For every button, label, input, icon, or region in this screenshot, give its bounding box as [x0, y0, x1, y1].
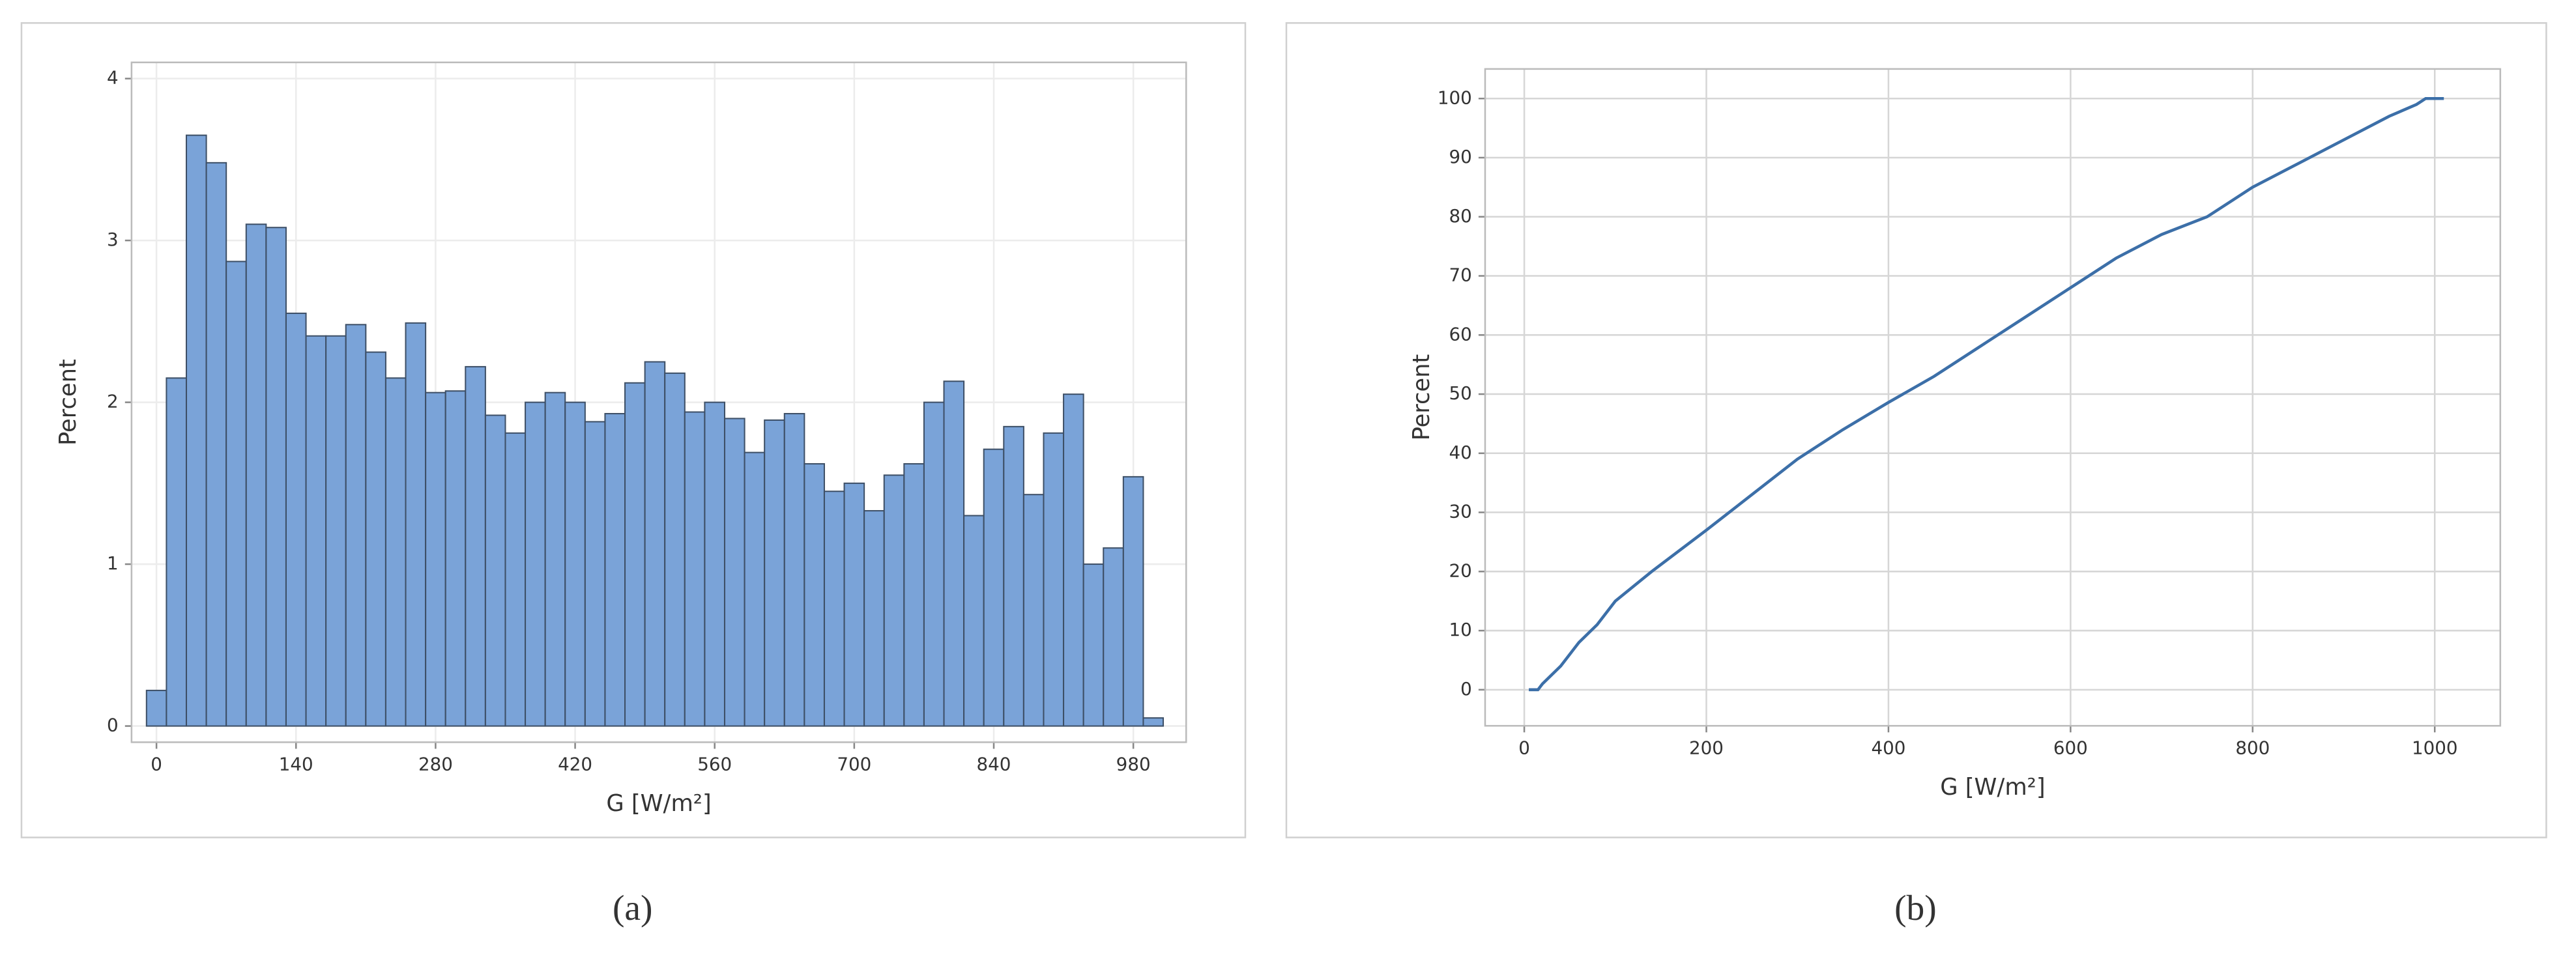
- bar: [883, 474, 905, 727]
- y-tick-label: 70: [1449, 264, 1472, 286]
- bar: [265, 227, 287, 727]
- y-tick-label: 100: [1438, 87, 1472, 108]
- y-tick-label: 10: [1449, 619, 1472, 640]
- bar: [564, 401, 586, 727]
- bar: [843, 482, 865, 727]
- y-tick-label: 0: [107, 715, 119, 736]
- bar: [245, 223, 267, 727]
- x-tick-label: 980: [1116, 754, 1151, 775]
- x-tick-label: 200: [1689, 737, 1724, 758]
- bar: [1063, 393, 1084, 727]
- caption: (b): [1894, 888, 1937, 928]
- y-tick-label: 20: [1449, 560, 1472, 581]
- y-tick-label: 3: [107, 229, 119, 250]
- bar: [704, 401, 726, 727]
- bar: [405, 322, 427, 727]
- y-tick-label: 2: [107, 391, 119, 412]
- bar: [803, 463, 825, 727]
- x-tick-label: 280: [418, 754, 453, 775]
- bar: [644, 361, 666, 727]
- panel-frame: [1285, 22, 2547, 838]
- bar: [504, 432, 527, 727]
- bar: [166, 377, 188, 727]
- bar: [943, 380, 965, 727]
- x-tick-label: 700: [837, 754, 871, 775]
- bar: [903, 463, 925, 727]
- plot-frame: [1484, 68, 2502, 727]
- bar: [664, 372, 686, 727]
- x-axis-label: G [W/m²]: [1940, 774, 2045, 801]
- bar: [365, 351, 386, 727]
- y-tick-label: 60: [1449, 323, 1472, 345]
- bar: [145, 689, 167, 727]
- y-axis-label: Percent: [1408, 354, 1435, 441]
- x-axis-label: G [W/m²]: [606, 790, 711, 817]
- x-tick-label: 0: [151, 754, 162, 775]
- bar: [764, 419, 785, 727]
- bar: [684, 411, 706, 727]
- x-tick-label: 1000: [2412, 737, 2458, 758]
- bar: [624, 382, 646, 727]
- bar: [1043, 432, 1065, 727]
- bar: [584, 421, 606, 727]
- y-tick-label: 1: [107, 552, 119, 574]
- bar: [723, 418, 745, 727]
- plot-frame: [130, 61, 1187, 743]
- x-tick-label: 400: [1871, 737, 1905, 758]
- bar: [525, 401, 546, 727]
- bar: [863, 510, 885, 727]
- bar: [604, 412, 626, 727]
- bar: [744, 451, 766, 727]
- x-tick-label: 600: [2053, 737, 2088, 758]
- bar: [465, 365, 486, 727]
- bar: [1103, 547, 1124, 727]
- panel-frame: [20, 22, 1247, 838]
- bar: [823, 491, 845, 727]
- bar: [983, 448, 1005, 727]
- bar: [484, 414, 506, 727]
- bar: [544, 391, 566, 727]
- y-tick-label: 50: [1449, 382, 1472, 404]
- bar: [345, 324, 367, 727]
- x-tick-label: 420: [558, 754, 592, 775]
- y-tick-label: 90: [1449, 146, 1472, 167]
- bar: [225, 261, 247, 727]
- bar: [205, 162, 227, 727]
- caption: (a): [613, 888, 653, 928]
- bar: [963, 515, 985, 727]
- bar: [384, 377, 407, 727]
- x-tick-label: 800: [2235, 737, 2270, 758]
- bar: [1122, 476, 1144, 727]
- y-tick-label: 80: [1449, 205, 1472, 227]
- x-tick-label: 0: [1518, 737, 1530, 758]
- x-tick-label: 840: [977, 754, 1011, 775]
- line: [1529, 96, 2444, 692]
- y-tick-label: 4: [107, 67, 119, 89]
- bar: [444, 390, 467, 727]
- bar: [783, 412, 805, 727]
- bar: [285, 312, 307, 727]
- bar: [325, 335, 347, 727]
- y-tick-label: 30: [1449, 501, 1472, 522]
- y-tick-label: 0: [1460, 678, 1472, 700]
- bar: [1003, 425, 1024, 727]
- x-tick-label: 560: [697, 754, 732, 775]
- y-axis-label: Percent: [55, 359, 81, 446]
- bar: [185, 134, 207, 727]
- bar: [425, 391, 446, 727]
- bar: [1082, 563, 1105, 727]
- bar: [1022, 494, 1045, 727]
- x-tick-label: 140: [279, 754, 313, 775]
- bar: [305, 335, 327, 727]
- bar: [923, 401, 945, 727]
- y-tick-label: 40: [1449, 442, 1472, 463]
- bar: [1142, 717, 1165, 727]
